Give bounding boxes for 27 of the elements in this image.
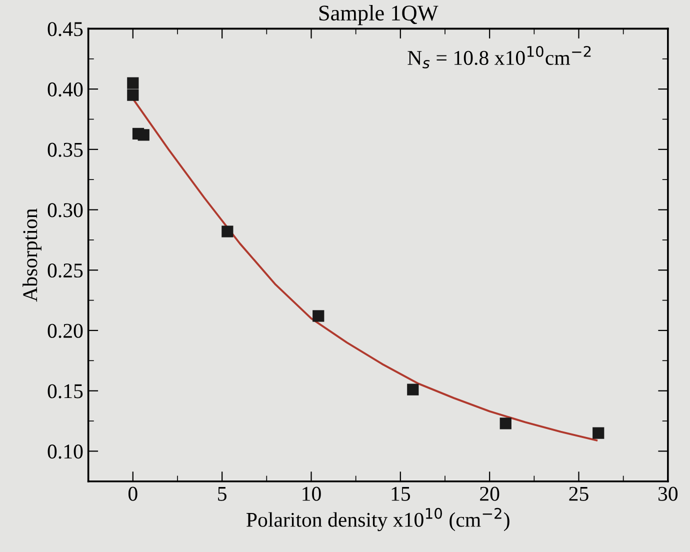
x-tick-label: 5: [218, 487, 226, 501]
y-tick-label: 0.35: [48, 142, 83, 157]
chart-title: Sample 1QW: [319, 4, 438, 26]
y-tick-label: 0.25: [48, 263, 83, 278]
point: [500, 418, 512, 430]
y-tick-label: 0.10: [48, 444, 83, 459]
y-axis-title: Absorption: [22, 208, 42, 302]
y-tick-label: 0.45: [48, 22, 83, 36]
x-tick-label: 10: [302, 486, 321, 501]
point: [312, 310, 324, 322]
point: [592, 427, 604, 439]
x-tick-label: 15: [392, 486, 410, 501]
point: [138, 129, 150, 141]
y-tick-label: 0.15: [48, 384, 83, 398]
point: [222, 226, 234, 238]
x-tick-label: 30: [658, 486, 678, 501]
x-tick-label: 20: [480, 486, 500, 501]
y-tick-label: 0.30: [48, 203, 83, 218]
annotation: N$_{s}$ = 10.8 x10$^{10}$cm$^{−2}$: [408, 46, 591, 68]
point: [127, 77, 139, 89]
x-axis-title: Polariton density x10$^{10}$ (cm$^{−2}$): [246, 508, 510, 532]
y-tick-label: 0.40: [48, 82, 83, 97]
y-tick-label: 0.20: [48, 324, 83, 338]
point: [127, 89, 139, 101]
point: [407, 384, 419, 396]
x-tick-label: 25: [569, 486, 588, 501]
x-tick-label: 0: [128, 486, 138, 501]
